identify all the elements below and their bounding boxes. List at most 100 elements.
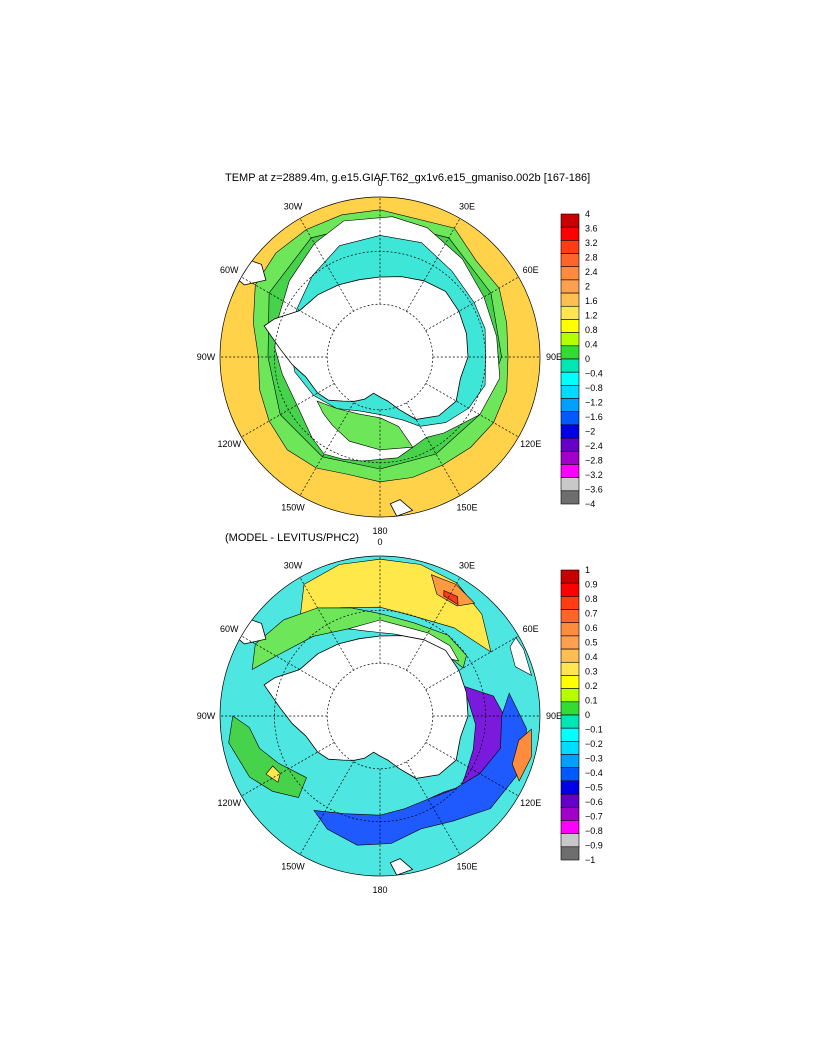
colorbar-swatch	[560, 569, 580, 584]
meridian-line	[299, 577, 354, 671]
colorbar-label: 0.6	[585, 623, 598, 633]
lon-label: 90E	[546, 352, 562, 362]
colorbar-label: 2	[585, 282, 590, 292]
lon-label: 90E	[546, 711, 562, 721]
colorbar-label: −2	[585, 427, 595, 437]
panel2-fields	[220, 556, 540, 876]
colorbar-swatch	[560, 358, 580, 373]
panel2-field-layer	[430, 574, 476, 607]
lon-label: 60E	[523, 265, 539, 275]
colorbar-label: −3.2	[585, 470, 603, 480]
panel2-map: 0 30E 60E 90E 120E 150E 180 150W 120W 90W 60W 30W	[197, 537, 562, 895]
colorbar-swatch	[560, 780, 580, 795]
colorbar-label: 0.2	[585, 681, 598, 691]
colorbar-swatch	[560, 675, 580, 689]
colorbar-label: 1	[585, 565, 590, 575]
lon-label: 0	[377, 178, 382, 188]
colorbar-swatch	[560, 714, 580, 729]
colorbar-label: −2.4	[585, 441, 603, 451]
lon-label: 180	[372, 885, 387, 895]
colorbar-swatch	[560, 305, 580, 320]
panel2-colorbar: 1 0.9 0.8 0.7 0.6 0.5 0.4 0.3 0.2 0.1 0 −0.1 −0.2 −0.…	[560, 565, 603, 865]
lon-label: 30E	[459, 201, 475, 211]
lon-label: 90W	[197, 711, 216, 721]
colorbar-swatch	[560, 319, 580, 333]
colorbar-swatch	[560, 437, 580, 452]
panel2-field-layer	[265, 765, 281, 783]
colorbar-label: −0.1	[585, 725, 603, 735]
colorbar-swatch	[560, 846, 580, 861]
colorbar-swatch	[560, 806, 580, 821]
panel2-field-layer	[313, 692, 527, 846]
colorbar-swatch	[560, 820, 580, 834]
lon-label: 60W	[220, 624, 239, 634]
meridian-line	[299, 761, 354, 855]
colorbar-label: 3.2	[585, 238, 598, 248]
panel2-field-layer	[443, 590, 459, 606]
colorbar-label: −0.8	[585, 826, 603, 836]
colorbar-label: −0.6	[585, 797, 603, 807]
colorbar-label: 1.6	[585, 296, 598, 306]
colorbar-swatch	[560, 622, 580, 637]
colorbar-label: 0.8	[585, 325, 598, 335]
colorbar-swatch	[560, 661, 580, 676]
colorbar-swatch	[560, 253, 580, 268]
lon-label: 180	[372, 526, 387, 536]
colorbar-swatch	[560, 833, 580, 848]
colorbar-swatch	[560, 292, 580, 307]
colorbar-label: −4	[585, 499, 595, 509]
panel2-field-layer	[511, 728, 532, 782]
colorbar-label: 0.3	[585, 667, 598, 677]
colorbar-label: −1	[585, 855, 595, 865]
colorbar-label: 3.6	[585, 224, 598, 234]
colorbar-swatch	[560, 266, 580, 281]
panel1-field-layer	[316, 400, 414, 451]
colorbar-swatch	[560, 635, 580, 650]
colorbar-swatch	[560, 582, 580, 597]
panel2-field-layer	[509, 637, 532, 677]
lon-label: 30W	[284, 560, 303, 570]
panel2-antarctica	[263, 635, 469, 779]
colorbar-label: −0.3	[585, 754, 603, 764]
lon-label: 150W	[281, 862, 305, 872]
colorbar-swatch	[560, 477, 580, 492]
colorbar-swatch	[560, 464, 580, 478]
colorbar-swatch	[560, 424, 580, 439]
colorbar-label: −1.6	[585, 412, 603, 422]
colorbar-swatch	[560, 596, 580, 610]
panel1-map: 0 30E 60E 90E 120E 150E 180 150W 120W 90W 60W 30W	[197, 178, 562, 536]
lon-label: 120W	[218, 798, 242, 808]
colorbar-label: −2.8	[585, 456, 603, 466]
colorbar-swatch	[560, 398, 580, 413]
meridian-line	[241, 383, 335, 438]
colorbar-swatch	[560, 490, 580, 505]
colorbar-swatch	[560, 701, 580, 716]
lon-label: 0	[377, 537, 382, 547]
meridian-line	[299, 402, 354, 496]
lon-label: 150W	[281, 503, 305, 513]
colorbar-swatch	[560, 767, 580, 782]
colorbar-label: −1.2	[585, 398, 603, 408]
meridian-line	[406, 402, 461, 496]
colorbar-label: 2.8	[585, 253, 598, 263]
colorbar-swatch	[560, 688, 580, 703]
lon-label: 90W	[197, 352, 216, 362]
colorbar-swatch	[560, 793, 580, 808]
colorbar-label: 0	[585, 354, 590, 364]
colorbar-label: 0.7	[585, 609, 598, 619]
colorbar-swatch	[560, 332, 580, 347]
colorbar-swatch	[560, 754, 580, 769]
panel2-field-layer	[228, 715, 307, 798]
meridian-line	[241, 276, 335, 331]
colorbar-label: 1.2	[585, 311, 598, 321]
colorbar-swatch	[560, 279, 580, 294]
colorbar-swatch	[560, 411, 580, 426]
meridian-line	[406, 761, 461, 855]
panel1-new-zealand	[389, 499, 414, 517]
lon-label: 120E	[520, 439, 541, 449]
colorbar-label: 0.5	[585, 638, 598, 648]
meridian-line	[406, 218, 461, 312]
colorbar-swatch	[560, 226, 580, 241]
colorbar-label: 4	[585, 209, 590, 219]
